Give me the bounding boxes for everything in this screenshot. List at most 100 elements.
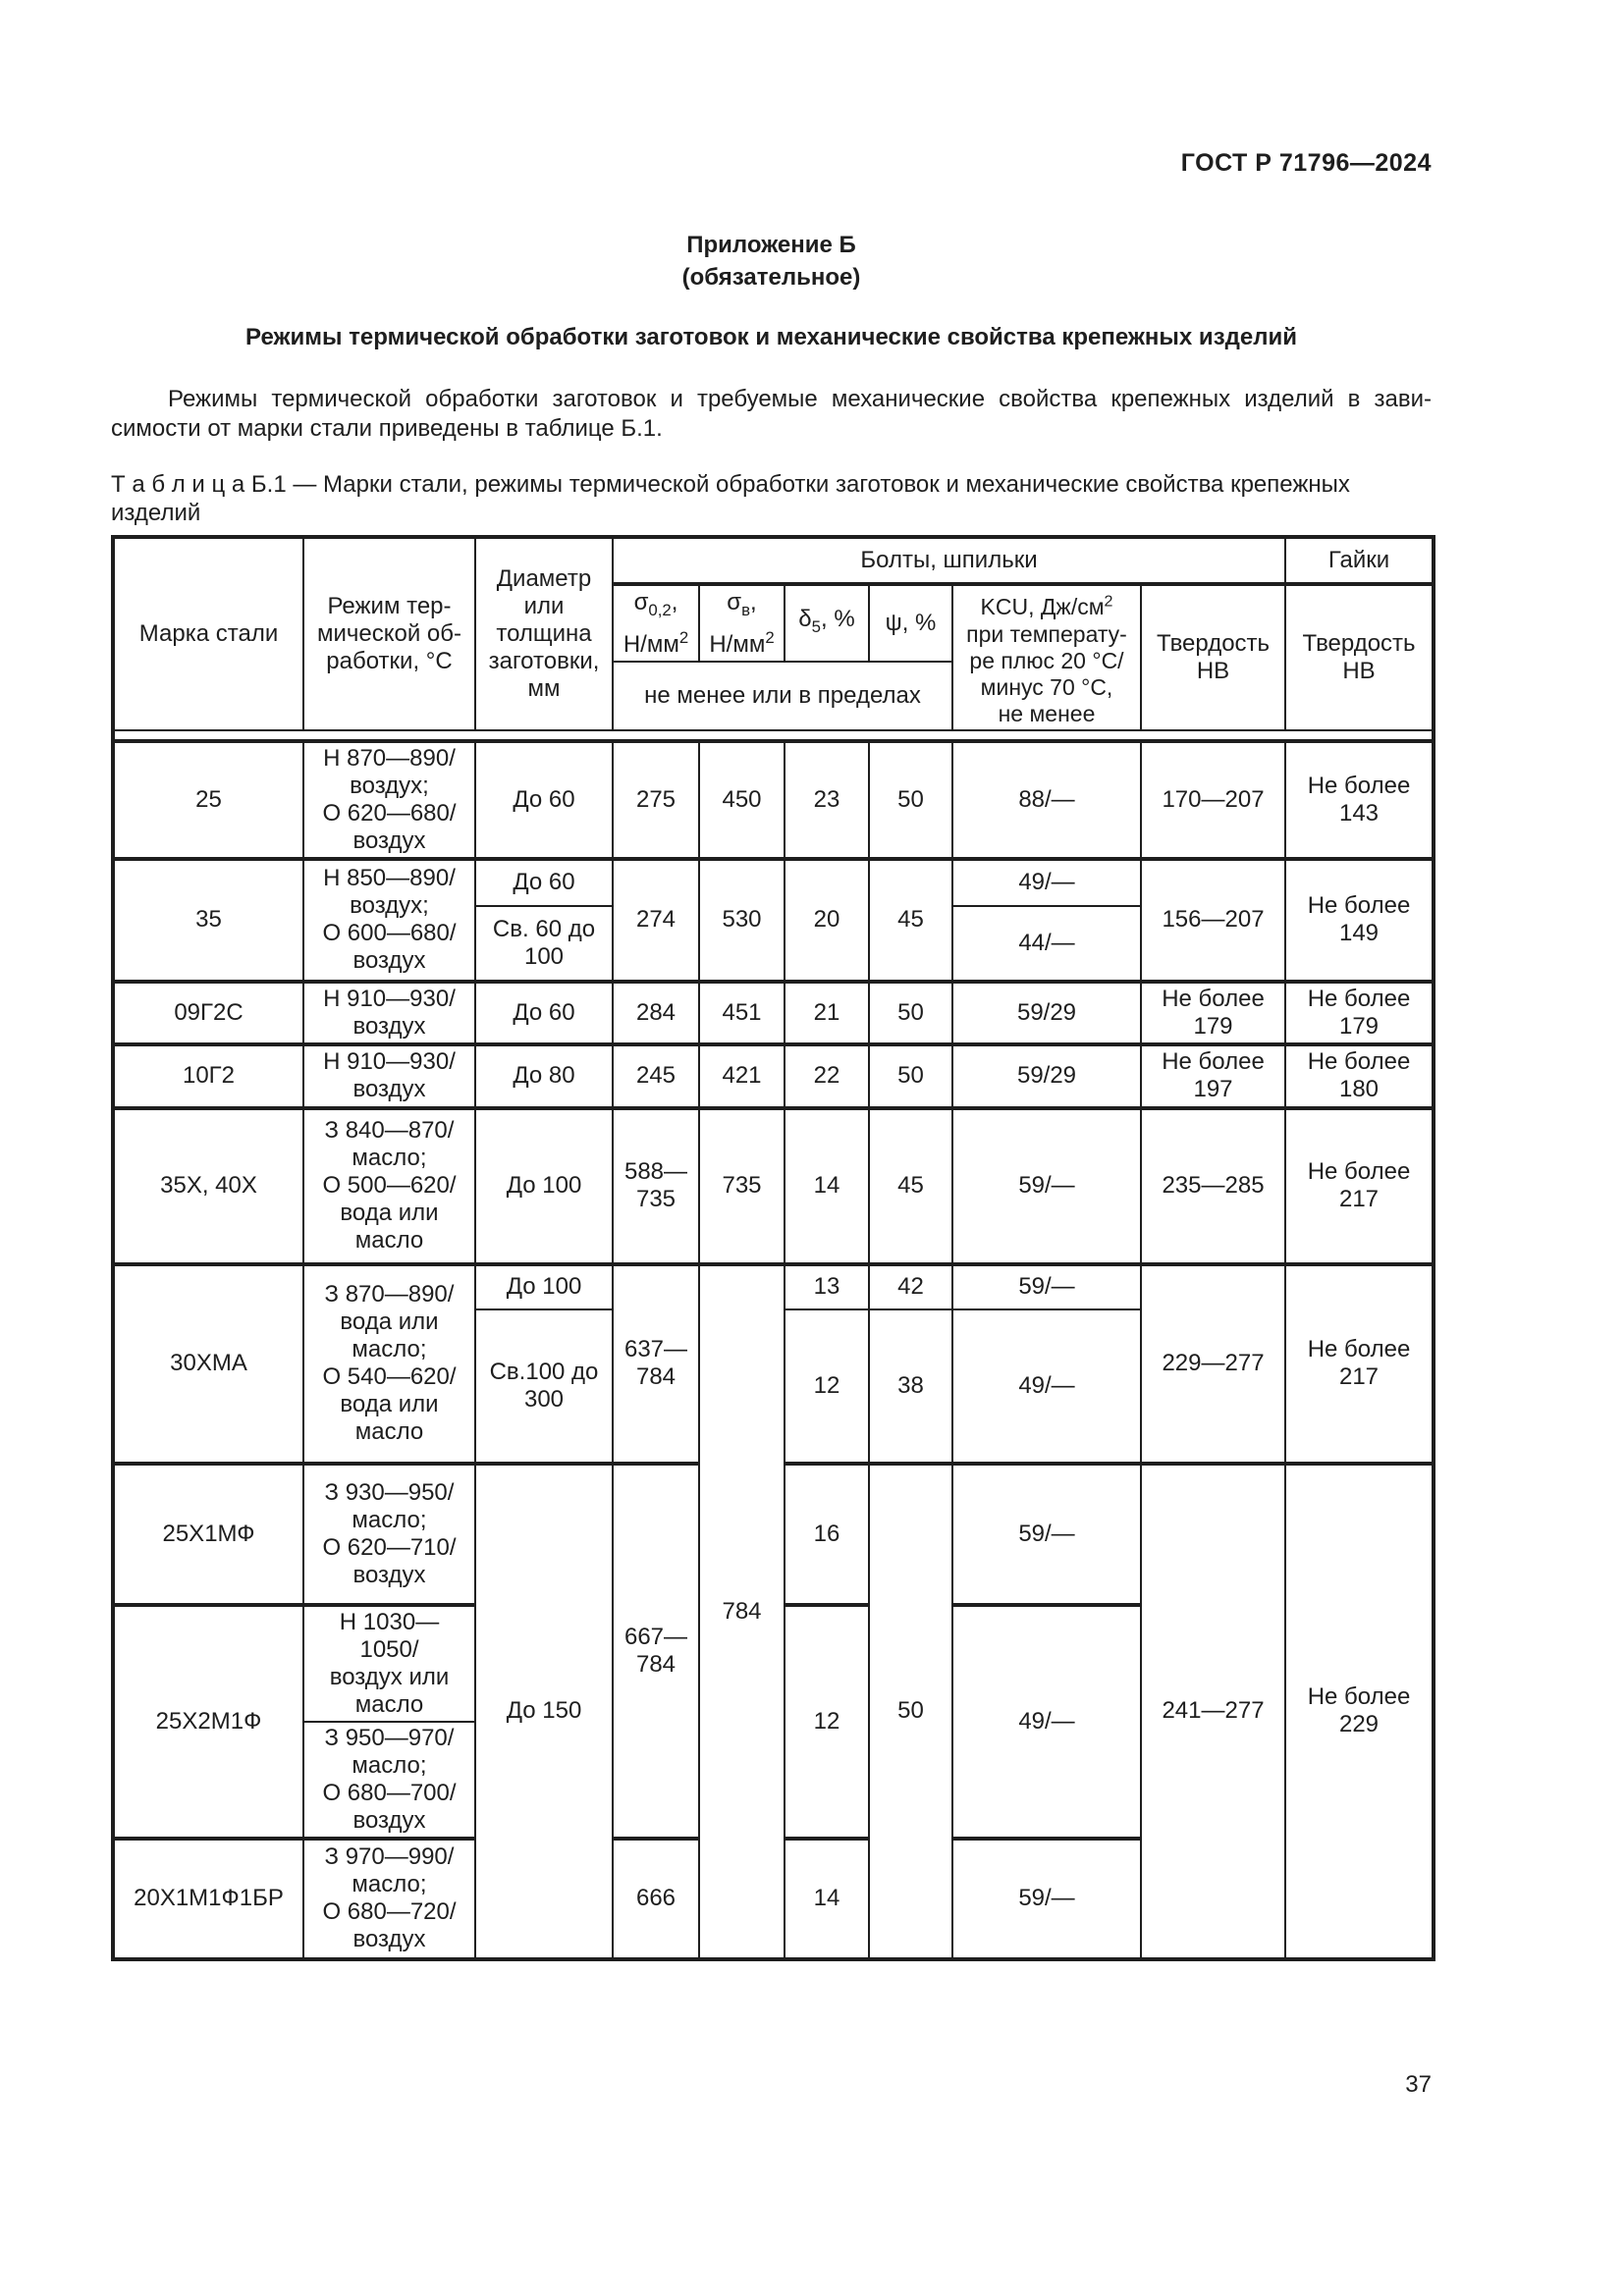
cell-st25-hb-bolt: 170—207 [1139, 738, 1287, 860]
cell-st20h1m1f1br-rezhim: З 970—990/ масло; О 680—720/ воздух [302, 1836, 476, 1960]
intro-paragraph: Режимы термической обработки заготовок и… [111, 385, 1432, 444]
cell-st25-s02: 275 [612, 738, 700, 860]
cell-st25h1mf-d5: 16 [784, 1461, 870, 1606]
cell-st35h40h-sv: 735 [698, 1105, 785, 1265]
cell-st10g2-s02: 245 [612, 1041, 700, 1109]
cell-st30hma-hb-nut: Не более 217 [1284, 1261, 1435, 1465]
cell-st30hma-d5-1: 13 [784, 1261, 870, 1310]
cell-st30hma-kcu2: 49/— [951, 1308, 1142, 1465]
cell-st35-sv: 530 [698, 856, 785, 983]
cell-st35h40h-hb-bolt: 235—285 [1139, 1105, 1287, 1265]
appendix-title: Приложение Б [686, 232, 856, 258]
header-marka: Марка стали [112, 536, 304, 731]
cell-st25h2m1f-marka: 25Х2М1Ф [112, 1602, 304, 1840]
cell-hb-bolt-241-277-merged: 241—277 [1139, 1461, 1287, 1960]
cell-st10g2-kcu: 59/29 [951, 1041, 1142, 1109]
cell-st09g2s-diam: До 60 [474, 979, 614, 1045]
header-sigmav: σв, Н/мм2 [698, 582, 785, 664]
cell-st10g2-d5: 22 [784, 1041, 870, 1109]
cell-st10g2-diam: До 80 [474, 1041, 614, 1109]
header-bolts-group: Болты, шпильки [611, 536, 1287, 586]
cell-st25-rezhim: Н 870—890/ воздух; О 620—680/ воздух [302, 738, 476, 860]
cell-st20h1m1f1br-marka: 20Х1М1Ф1БР [112, 1836, 304, 1960]
cell-sv-784-merged: 784 [698, 1261, 785, 1960]
cell-st25h1mf-marka: 25Х1МФ [112, 1461, 304, 1606]
cell-st10g2-hb-bolt: Не более 197 [1139, 1041, 1287, 1109]
cell-st10g2-hb-nut: Не более 180 [1284, 1041, 1435, 1109]
document-reference: ГОСТ Р 71796—2024 [1180, 149, 1432, 177]
steel-grades-table: Марка стали Режим тер- мической об- рабо… [111, 535, 1436, 1961]
cell-st35-hb-nut: Не более 149 [1284, 856, 1435, 983]
cell-st25h2m1f-rezhim1: Н 1030— 1050/ воздух или масло [302, 1602, 476, 1723]
cell-st25h1mf-rezhim: З 930—950/ масло; О 620—710/ воздух [302, 1461, 476, 1606]
section-title: Режимы термической обработки заготовок и… [245, 324, 1297, 350]
cell-st35-diam2: Св. 60 до 100 [474, 904, 614, 983]
cell-st35-hb-bolt: 156—207 [1139, 856, 1287, 983]
cell-st25-hb-nut: Не более 143 [1284, 738, 1435, 860]
cell-st09g2s-hb-nut: Не более 179 [1284, 979, 1435, 1045]
cell-st09g2s-rezhim: Н 910—930/ воздух [302, 979, 476, 1045]
cell-st35-psi: 45 [868, 856, 953, 983]
cell-st30hma-d5-2: 12 [784, 1308, 870, 1465]
cell-st25-d5: 23 [784, 738, 870, 860]
header-delta5: δ5, % [784, 582, 870, 664]
cell-st35h40h-s02: 588— 735 [612, 1105, 700, 1265]
cell-st35h40h-rezhim: З 840—870/ масло; О 500—620/ вода или ма… [302, 1105, 476, 1265]
table-caption: Т а б л и ц а Б.1 — Марки стали, режимы … [111, 471, 1350, 526]
header-diam: Диаметр или толщина заготовки, мм [474, 536, 614, 731]
cell-st30hma-s02: 637— 784 [612, 1261, 700, 1465]
cell-st35-s02: 274 [612, 856, 700, 983]
cell-psi-50-merged: 50 [868, 1461, 953, 1960]
cell-st30hma-psi1: 42 [868, 1261, 953, 1310]
cell-hb-nut-229-merged: Не более 229 [1284, 1461, 1435, 1960]
cell-st25h2m1f-rezhim2: З 950—970/ масло; О 680—700/ воздух [302, 1720, 476, 1840]
cell-s02-667-784-merged: 667— 784 [612, 1461, 700, 1840]
header-body-divider [111, 728, 1435, 743]
intro-line-2: симости от марки стали приведены в табли… [111, 415, 663, 442]
cell-st25h1mf-kcu: 59/— [951, 1461, 1142, 1606]
cell-st30hma-marka: 30ХМА [112, 1261, 304, 1465]
header-nuts-group: Гайки [1284, 536, 1435, 586]
header-sigma02: σ0,2, Н/мм2 [612, 582, 700, 664]
cell-st10g2-rezhim: Н 910—930/ воздух [302, 1041, 476, 1109]
cell-st35-marka: 35 [112, 856, 304, 983]
cell-st09g2s-hb-bolt: Не более 179 [1139, 979, 1287, 1045]
cell-st35-rezhim: Н 850—890/ воздух; О 600—680/ воздух [302, 856, 476, 983]
cell-st35h40h-psi: 45 [868, 1105, 953, 1265]
cell-st20h1m1f1br-s02: 666 [612, 1836, 700, 1960]
cell-st35h40h-diam: До 100 [474, 1105, 614, 1265]
cell-st35-diam1: До 60 [474, 856, 614, 907]
cell-st25-psi: 50 [868, 738, 953, 860]
appendix-subtitle: (обязательное) [681, 264, 861, 291]
cell-st35-kcu2: 44/— [951, 904, 1142, 983]
cell-diam-do150-merged: До 150 [474, 1461, 614, 1960]
cell-st30hma-diam1: До 100 [474, 1261, 614, 1310]
cell-st35h40h-marka: 35Х, 40Х [112, 1105, 304, 1265]
cell-st10g2-sv: 421 [698, 1041, 785, 1109]
cell-st09g2s-s02: 284 [612, 979, 700, 1045]
cell-st30hma-psi2: 38 [868, 1308, 953, 1465]
cell-st09g2s-kcu: 59/29 [951, 979, 1142, 1045]
cell-st10g2-marka: 10Г2 [112, 1041, 304, 1109]
cell-st35-d5: 20 [784, 856, 870, 983]
cell-st25-sv: 450 [698, 738, 785, 860]
cell-st25-diam: До 60 [474, 738, 614, 860]
cell-st09g2s-marka: 09Г2С [112, 979, 304, 1045]
header-kcu: KCU, Дж/см2 при температу- ре плюс 20 °С… [951, 583, 1142, 731]
cell-st30hma-rezhim: З 870—890/ вода или масло; О 540—620/ во… [302, 1261, 476, 1465]
table-b1: Марка стали Режим тер- мической об- рабо… [111, 535, 1436, 1961]
cell-st35h40h-hb-nut: Не более 217 [1284, 1105, 1435, 1265]
cell-st35h40h-d5: 14 [784, 1105, 870, 1265]
page-number: 37 [1405, 2071, 1432, 2098]
cell-st25-kcu: 88/— [951, 738, 1142, 860]
cell-st30hma-hb-bolt: 229—277 [1139, 1261, 1287, 1465]
cell-st09g2s-sv: 451 [698, 979, 785, 1045]
cell-st20h1m1f1br-d5: 14 [784, 1836, 870, 1960]
cell-st35-kcu1: 49/— [951, 856, 1142, 907]
cell-st25h2m1f-d5: 12 [784, 1602, 870, 1840]
cell-st30hma-diam2: Св.100 до 300 [474, 1308, 614, 1465]
cell-st25-marka: 25 [112, 738, 304, 860]
cell-st25h2m1f-kcu: 49/— [951, 1602, 1142, 1840]
header-hb-nuts: Твердость НВ [1284, 583, 1435, 731]
cell-st30hma-kcu1: 59/— [951, 1261, 1142, 1310]
